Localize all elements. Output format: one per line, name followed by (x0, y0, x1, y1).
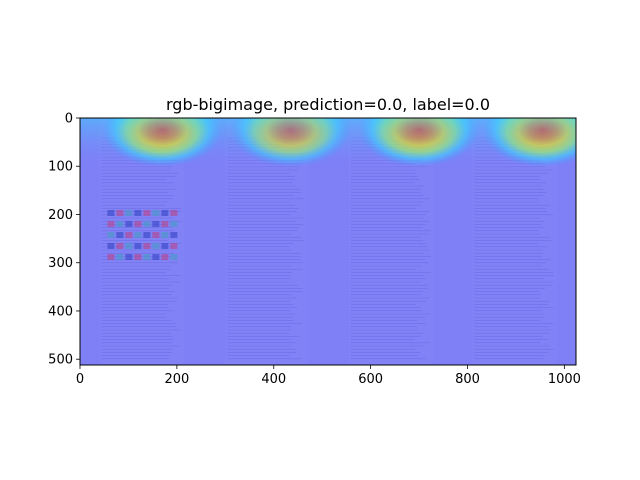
x-tick-label: 1000 (548, 372, 581, 387)
y-tick-label: 0 (65, 112, 73, 127)
y-tick-label: 500 (48, 353, 73, 368)
x-tick-label: 400 (261, 372, 286, 387)
x-tick-label: 0 (76, 372, 84, 387)
y-tick-label: 300 (48, 256, 73, 271)
plot-area (80, 118, 576, 365)
x-tick-label: 600 (358, 372, 383, 387)
heatmap-top-band (80, 118, 576, 173)
y-tick-label: 100 (48, 160, 73, 175)
y-tick-label: 400 (48, 304, 73, 319)
x-axis: 0 200 400 600 800 1000 (76, 365, 581, 387)
x-tick-label: 800 (455, 372, 480, 387)
chart-title: rgb-bigimage, prediction=0.0, label=0.0 (166, 95, 490, 114)
x-tick-label: 200 (164, 372, 189, 387)
plot-frame (79, 117, 577, 366)
heatmap-hotspots (80, 118, 576, 173)
y-axis: 0 100 200 300 400 500 (48, 112, 80, 368)
y-tick-label: 200 (48, 208, 73, 223)
